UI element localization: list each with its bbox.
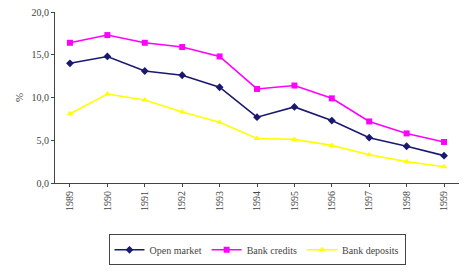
svg-text:1990: 1990 — [102, 191, 113, 211]
svg-text:Bank credits: Bank credits — [247, 245, 297, 256]
svg-text:10,0: 10,0 — [32, 92, 50, 103]
svg-text:Open market: Open market — [150, 245, 202, 256]
svg-text:1999: 1999 — [438, 191, 449, 211]
svg-text:1998: 1998 — [401, 191, 412, 211]
svg-text:1989: 1989 — [64, 191, 75, 211]
svg-text:1995: 1995 — [289, 191, 300, 211]
svg-text:1993: 1993 — [214, 191, 225, 211]
svg-text:20,0: 20,0 — [32, 7, 50, 18]
svg-text:15,0: 15,0 — [32, 49, 50, 60]
svg-text:Bank deposits: Bank deposits — [342, 245, 398, 256]
svg-text:1994: 1994 — [251, 191, 262, 211]
svg-text:5,0: 5,0 — [37, 135, 50, 146]
svg-text:1991: 1991 — [139, 191, 150, 211]
svg-text:1992: 1992 — [176, 191, 187, 211]
svg-text:%: % — [13, 93, 25, 102]
svg-text:1997: 1997 — [363, 191, 374, 211]
svg-text:1996: 1996 — [326, 191, 337, 211]
svg-text:0,0: 0,0 — [37, 178, 50, 189]
